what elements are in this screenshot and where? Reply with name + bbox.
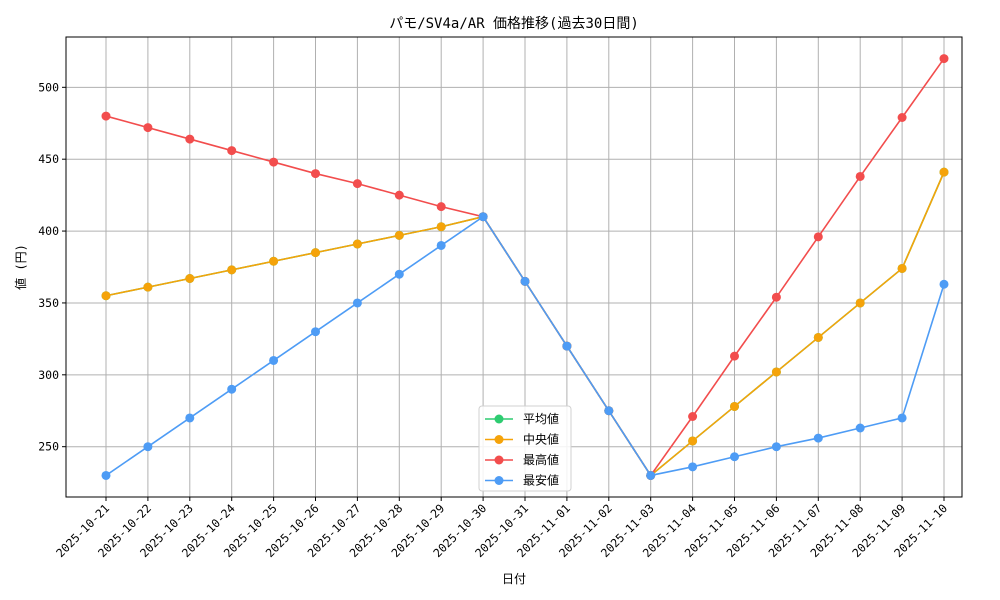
data-point <box>101 111 111 121</box>
grid-layer <box>66 37 962 497</box>
legend-item: 中央値 <box>485 432 559 447</box>
data-point <box>813 433 823 443</box>
data-point <box>855 423 865 433</box>
data-point <box>436 240 446 250</box>
data-point <box>101 470 111 480</box>
data-point <box>730 401 739 411</box>
y-tick-label: 400 <box>38 224 59 238</box>
y-tick-label: 250 <box>38 440 59 454</box>
data-point <box>813 232 823 242</box>
data-point <box>771 367 781 377</box>
legend-item: 平均値 <box>485 411 559 426</box>
legend-marker <box>494 414 504 424</box>
legend-marker <box>494 476 504 485</box>
y-tick-label: 300 <box>38 368 59 382</box>
series-3 <box>101 212 949 480</box>
legend-label: 平均値 <box>523 411 559 426</box>
data-point <box>185 413 195 423</box>
chart-title: パモ/SV4a/AR 価格推移(過去30日間) <box>389 16 639 32</box>
data-point <box>394 230 404 240</box>
x-axis-label: 日付 <box>502 572 526 586</box>
data-point <box>855 171 865 181</box>
legend-marker <box>494 455 504 465</box>
data-point <box>311 169 320 179</box>
legend-label: 最高値 <box>523 452 559 467</box>
data-point <box>394 190 404 200</box>
data-point <box>143 282 153 292</box>
data-point <box>520 276 530 286</box>
data-point <box>604 406 614 416</box>
legend-marker <box>494 435 504 444</box>
data-point <box>352 179 362 189</box>
data-point <box>227 384 237 394</box>
y-tick-label: 450 <box>38 152 59 166</box>
legend-label: 中央値 <box>523 432 559 447</box>
data-point <box>939 279 949 289</box>
plot-area-frame <box>65 36 963 498</box>
data-point <box>688 412 698 421</box>
data-point <box>436 222 446 232</box>
data-point <box>730 351 739 361</box>
data-point <box>227 265 237 275</box>
data-point <box>813 332 823 342</box>
data-point <box>436 202 446 212</box>
data-point <box>897 413 907 423</box>
data-point <box>771 292 781 302</box>
data-point <box>855 298 865 308</box>
legend-box <box>478 405 572 492</box>
data-point <box>562 341 572 351</box>
data-point <box>227 146 237 156</box>
y-axis-label: 値 (円) <box>13 244 28 290</box>
data-point <box>688 436 698 446</box>
data-point <box>939 167 949 177</box>
y-tick-label: 350 <box>38 296 59 310</box>
data-point <box>143 442 153 452</box>
data-point <box>311 248 320 258</box>
data-point <box>269 256 279 266</box>
data-point <box>897 263 907 273</box>
data-point <box>646 470 656 480</box>
series-layer <box>101 54 949 480</box>
data-point <box>143 123 153 133</box>
data-point <box>352 298 362 308</box>
data-point <box>771 442 781 452</box>
data-point <box>101 291 111 301</box>
data-point <box>939 54 949 64</box>
data-point <box>478 212 488 222</box>
legend-item: 最高値 <box>485 452 559 467</box>
data-point <box>394 269 404 279</box>
data-point <box>730 452 739 462</box>
legend-item: 最安値 <box>485 473 559 488</box>
data-point <box>688 462 698 472</box>
data-point <box>897 113 907 122</box>
data-point <box>352 239 362 249</box>
y-tick-label: 500 <box>38 80 59 94</box>
data-point <box>269 157 279 167</box>
data-point <box>311 327 320 337</box>
data-point <box>185 274 195 283</box>
data-point <box>185 134 195 144</box>
data-point <box>269 355 279 365</box>
legend-label: 最安値 <box>523 473 559 488</box>
